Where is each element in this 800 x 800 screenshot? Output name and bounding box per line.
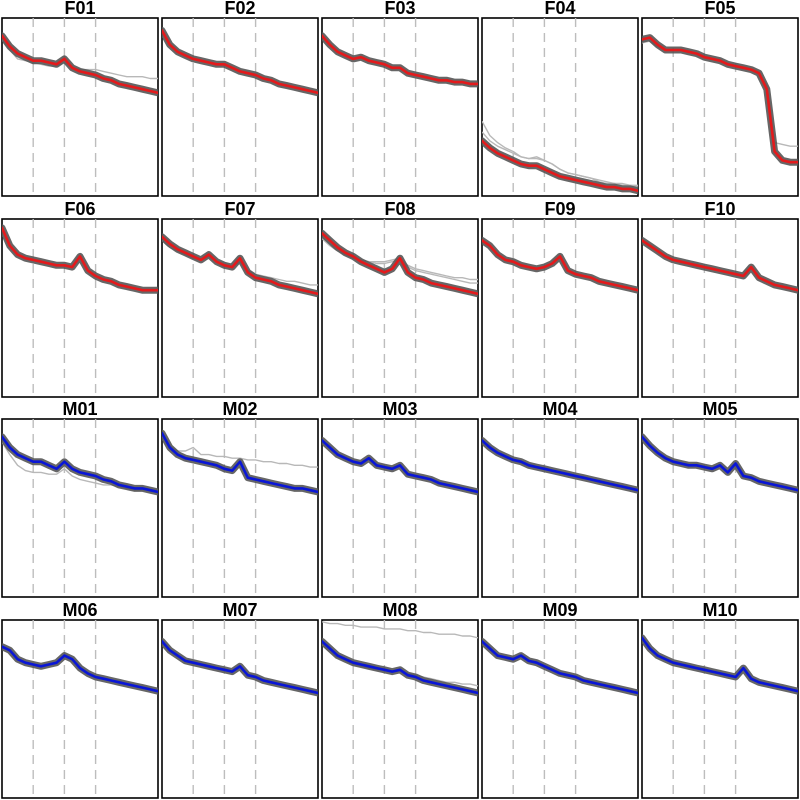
- panel-frame-m10: [641, 619, 799, 799]
- panel-title-f04: F04: [544, 0, 575, 18]
- panel-m09: M09: [481, 600, 639, 799]
- mean-line-m06: [2, 645, 158, 693]
- mean-line-f07: [162, 235, 318, 296]
- panel-title-m10: M10: [702, 600, 737, 620]
- panel-title-f03: F03: [384, 0, 415, 18]
- mean-line-f06: [2, 226, 158, 292]
- panel-title-f10: F10: [704, 199, 735, 219]
- panel-frame-m08: [321, 619, 479, 799]
- panel-title-m04: M04: [542, 399, 577, 419]
- panel-frame-f09: [481, 218, 639, 398]
- panel-f09: F09: [481, 199, 639, 398]
- panel-m06: M06: [1, 600, 159, 799]
- panel-m10: M10: [641, 600, 799, 799]
- panel-frame-m05: [641, 418, 799, 598]
- panel-f06: F06: [1, 199, 159, 398]
- panel-title-m01: M01: [62, 399, 97, 419]
- mean-line-m07: [162, 640, 318, 695]
- mean-line-f03: [322, 34, 478, 86]
- mean-line-m04: [482, 439, 638, 492]
- mean-line-m02: [162, 431, 318, 494]
- panel-frame-f07: [161, 218, 319, 398]
- mean-line-m09: [482, 640, 638, 695]
- panel-title-f02: F02: [224, 0, 255, 18]
- panel-title-f01: F01: [64, 0, 95, 18]
- panel-f07: F07: [161, 199, 319, 398]
- panel-frame-f10: [641, 218, 799, 398]
- panel-frame-m01: [1, 418, 159, 598]
- panel-title-f05: F05: [704, 0, 735, 18]
- panel-m02: M02: [161, 399, 319, 598]
- panel-title-f09: F09: [544, 199, 575, 219]
- panel-m04: M04: [481, 399, 639, 598]
- panel-f08: F08: [321, 199, 479, 398]
- panel-frame-f03: [321, 17, 479, 197]
- mean-line-f01: [2, 34, 158, 95]
- panel-title-m02: M02: [222, 399, 257, 419]
- panel-m07: M07: [161, 600, 319, 799]
- panel-frame-f04: [481, 17, 639, 197]
- mean-line-f02: [162, 29, 318, 95]
- panel-m01: M01: [1, 399, 159, 598]
- panel-title-f07: F07: [224, 199, 255, 219]
- panel-frame-m02: [161, 418, 319, 598]
- panel-frame-m04: [481, 418, 639, 598]
- mean-line-m10: [642, 636, 798, 693]
- panel-frame-m09: [481, 619, 639, 799]
- individual-line-m02-1: [162, 436, 318, 468]
- panel-f02: F02: [161, 0, 319, 197]
- panel-m08: M08: [321, 600, 479, 799]
- panel-f05: F05: [641, 0, 799, 197]
- mean-line-f05: [642, 36, 798, 164]
- panel-m03: M03: [321, 399, 479, 598]
- panel-title-m08: M08: [382, 600, 417, 620]
- mean-line-m05: [642, 435, 798, 492]
- individual-line-m08-1: [322, 621, 478, 639]
- panel-frame-m07: [161, 619, 319, 799]
- mean-line-m08: [322, 640, 478, 695]
- panel-f10: F10: [641, 199, 799, 398]
- panel-title-m03: M03: [382, 399, 417, 419]
- mean-line-f09: [482, 239, 638, 292]
- panel-f03: F03: [321, 0, 479, 197]
- panel-frame-m06: [1, 619, 159, 799]
- panel-frame-f02: [161, 17, 319, 197]
- panel-frame-f01: [1, 17, 159, 197]
- mean-line-m01: [2, 435, 158, 494]
- mean-line-f04: [482, 139, 638, 192]
- panel-title-m05: M05: [702, 399, 737, 419]
- panel-title-f08: F08: [384, 199, 415, 219]
- panel-title-m07: M07: [222, 600, 257, 620]
- panel-f01: F01: [1, 0, 159, 197]
- panel-frame-f08: [321, 218, 479, 398]
- individual-line-f04-2: [482, 131, 638, 188]
- panel-title-m09: M09: [542, 600, 577, 620]
- panel-f04: F04: [481, 0, 639, 197]
- panel-m05: M05: [641, 399, 799, 598]
- panel-title-m06: M06: [62, 600, 97, 620]
- panel-title-f06: F06: [64, 199, 95, 219]
- mean-line-f10: [642, 239, 798, 292]
- panel-frame-m03: [321, 418, 479, 598]
- panel-frame-f05: [641, 17, 799, 197]
- mean-line-m03: [322, 439, 478, 494]
- panel-frame-f06: [1, 218, 159, 398]
- mean-line-f08: [322, 231, 478, 296]
